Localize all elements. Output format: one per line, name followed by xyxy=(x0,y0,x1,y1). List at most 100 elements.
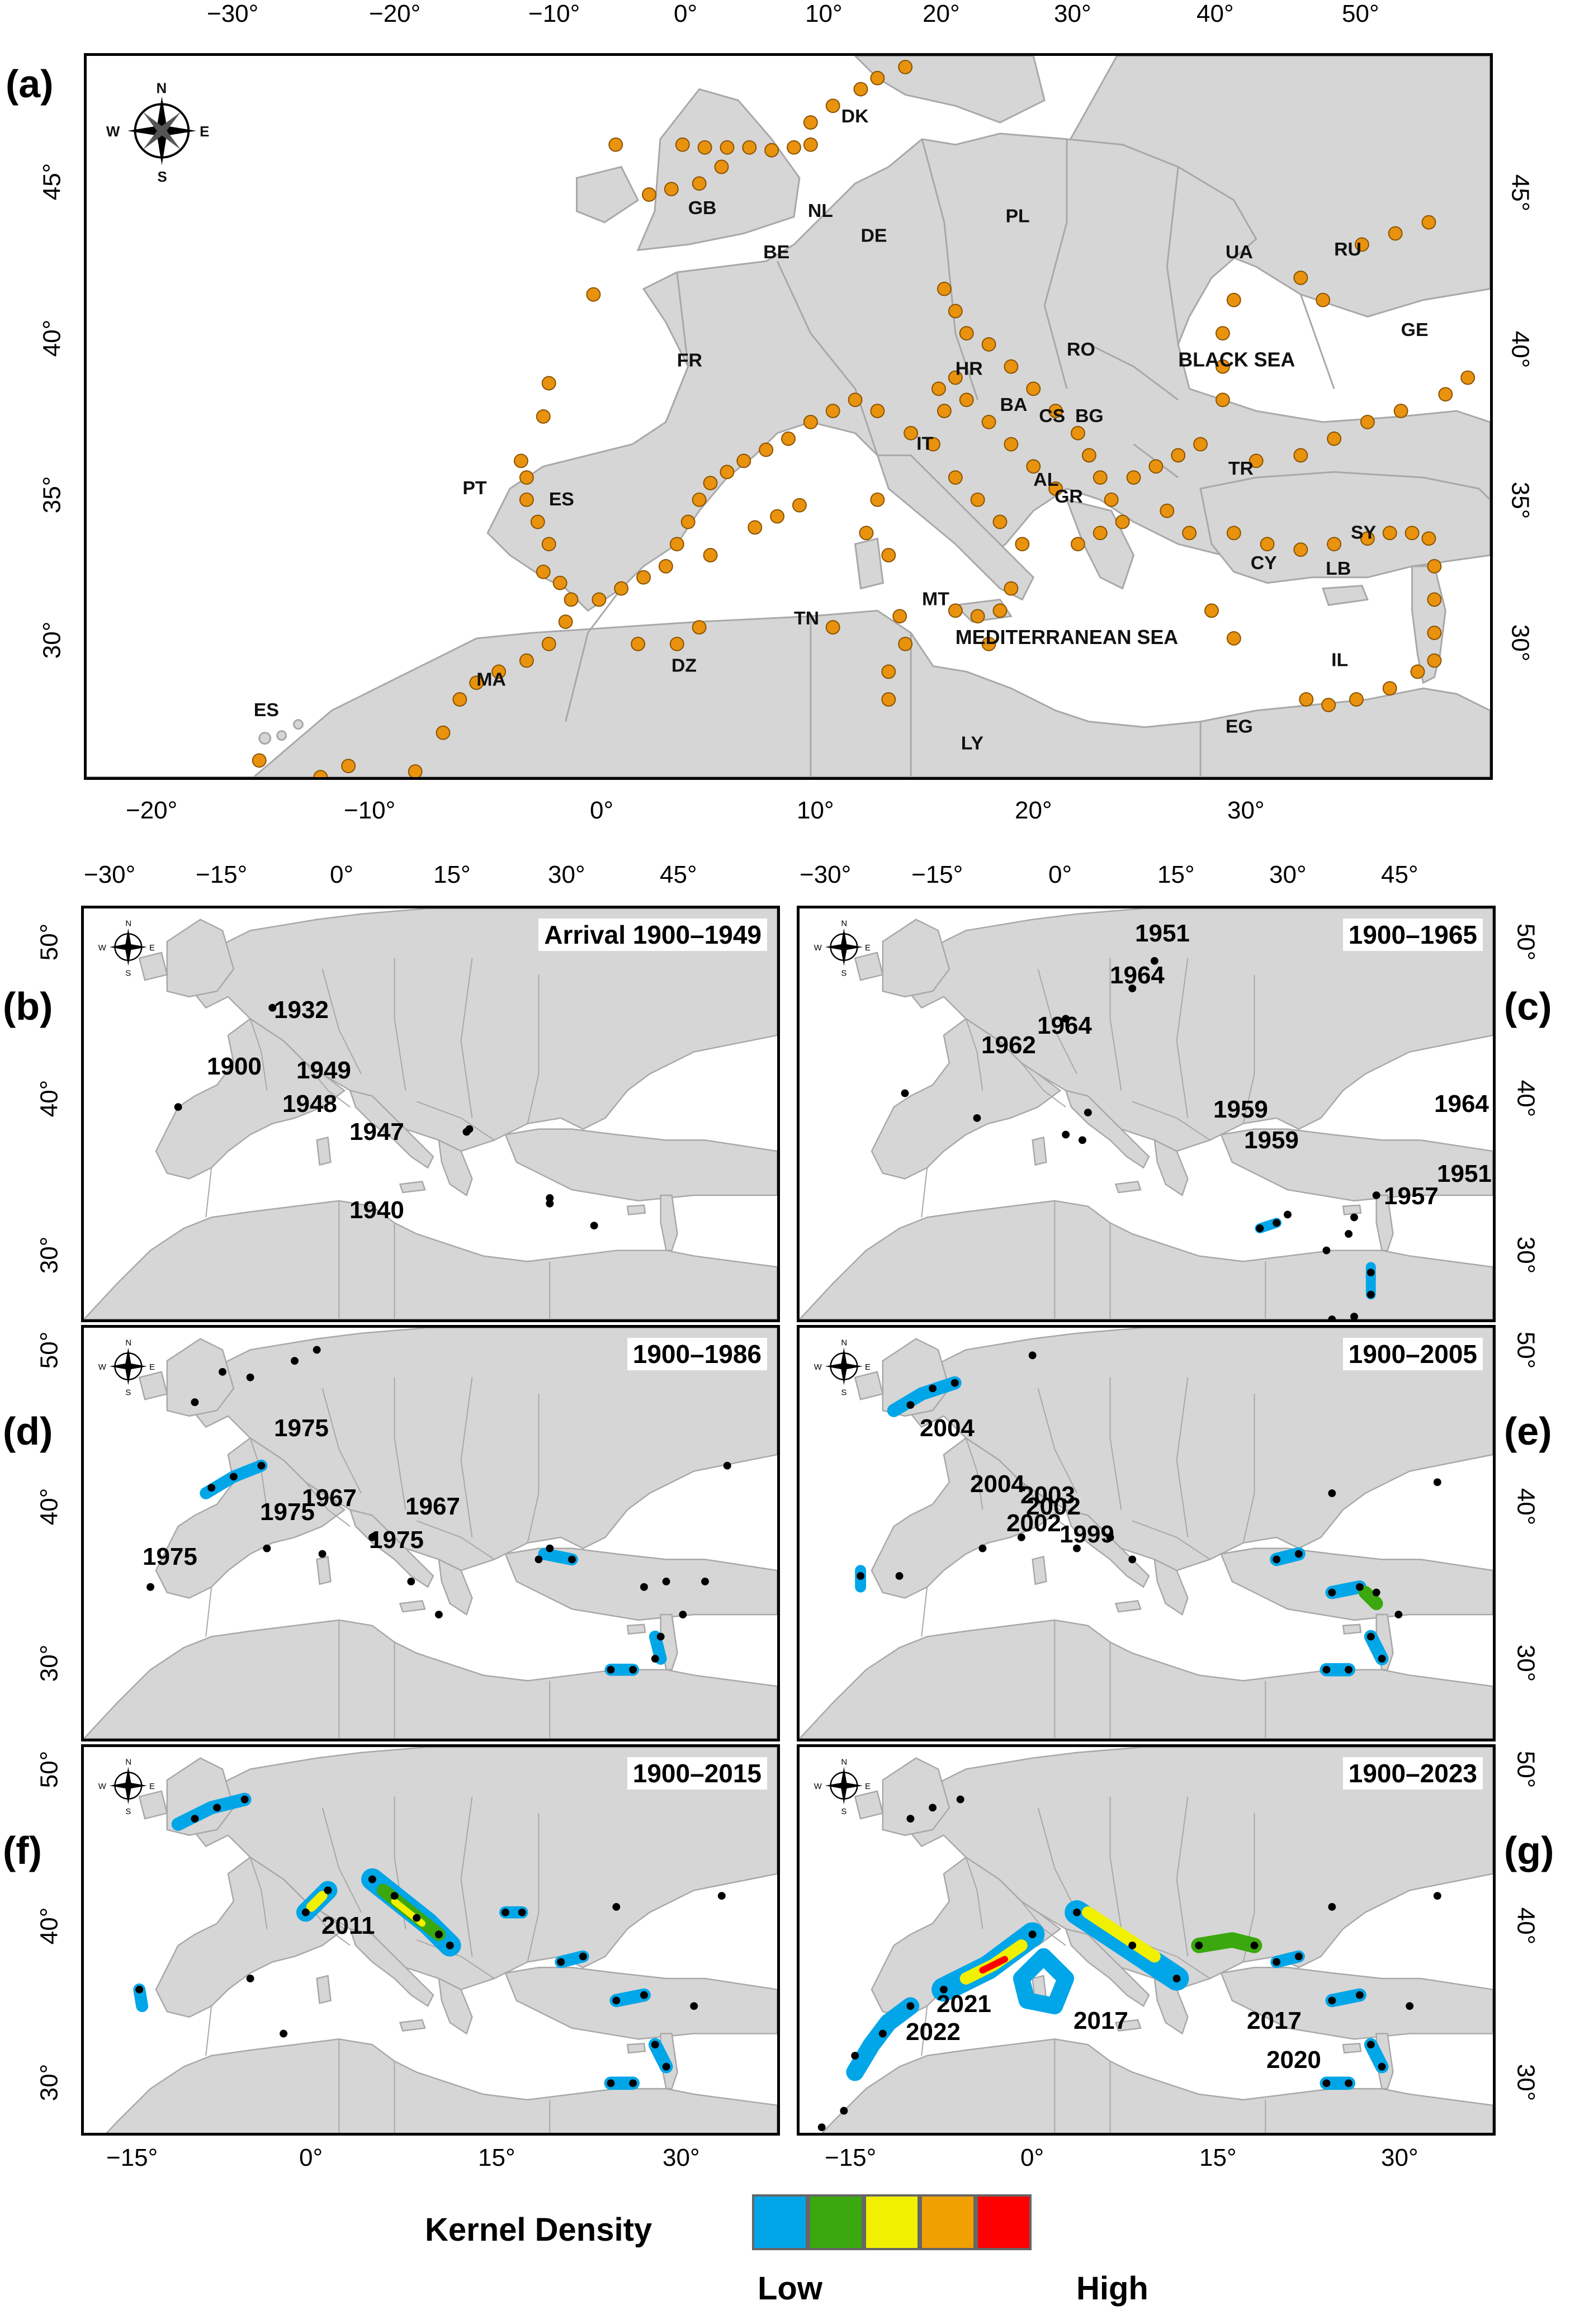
land-shape xyxy=(854,952,884,981)
country-border xyxy=(321,1388,362,1494)
land-shape xyxy=(1220,1967,1493,2040)
land-shape xyxy=(316,1555,332,1585)
record-point xyxy=(1433,1892,1441,1900)
land-shape xyxy=(1153,1558,1189,1616)
legend-swatch-5 xyxy=(976,2194,1032,2250)
axis-tick-right: 50° xyxy=(1512,1331,1540,1369)
record-point xyxy=(1322,1665,1331,1674)
record-point xyxy=(851,2052,859,2060)
compass-letter: E xyxy=(149,1363,155,1372)
kernel-density xyxy=(538,1547,578,1566)
kernel-density xyxy=(648,2038,673,2074)
land-shape xyxy=(882,1757,950,1836)
land-shape xyxy=(399,2019,426,2032)
record-point xyxy=(1355,1583,1364,1591)
axis-tick-bottom: 30° xyxy=(1227,797,1265,824)
record-point xyxy=(929,1804,937,1812)
year-label: 1964 xyxy=(1037,1012,1092,1039)
record-point xyxy=(579,1952,587,1961)
year-label: 2017 xyxy=(1074,2007,1128,2034)
land-shape xyxy=(1342,1624,1362,1635)
axis-tick-bottom: −10° xyxy=(344,797,396,824)
axis-tick-right: 50° xyxy=(1512,923,1540,961)
kernel-density xyxy=(1364,1630,1389,1665)
compass-letter: S xyxy=(125,1807,131,1816)
country-label: BE xyxy=(763,242,789,263)
axis-tick-left: 40° xyxy=(35,1488,63,1526)
land-shape xyxy=(84,1200,777,1319)
record-point xyxy=(1273,1555,1281,1564)
record-point xyxy=(368,1533,376,1541)
land-shape xyxy=(626,2043,646,2054)
record-point xyxy=(213,1804,221,1812)
record-point xyxy=(895,1572,904,1580)
kernel-density xyxy=(649,1630,667,1665)
axis-tick-top: −10° xyxy=(528,0,580,27)
legend-swatch-4 xyxy=(920,2194,976,2250)
axis-tick-bottom: 15° xyxy=(1199,2144,1237,2171)
compass-icon: N S E W xyxy=(98,920,155,978)
axis-tick-left: 50° xyxy=(35,1750,63,1788)
axis-tick-left: 40° xyxy=(38,319,66,357)
record-point xyxy=(268,1004,277,1012)
year-label: 1975 xyxy=(369,1526,424,1554)
land-shape xyxy=(1114,1181,1142,1194)
country-label: TR xyxy=(1228,458,1254,479)
axis-tick-left: 50° xyxy=(35,1331,63,1369)
country-label: GE xyxy=(1401,319,1429,340)
compass-letter: N xyxy=(125,1339,131,1348)
map-svg-b: N S E W xyxy=(84,908,777,1319)
record-point xyxy=(313,1346,321,1354)
sea-label: MEDITERRANEAN SEA xyxy=(956,626,1178,649)
country-border xyxy=(394,1377,406,1510)
record-point xyxy=(817,2123,826,2132)
country-border xyxy=(1132,1101,1210,1141)
record-point xyxy=(651,2041,659,2049)
country-border xyxy=(321,969,362,1075)
country-border xyxy=(1242,974,1255,1124)
axis-tick-right: 40° xyxy=(1512,1488,1540,1526)
year-label: 1900 xyxy=(207,1053,262,1080)
axis-tick-top: 0° xyxy=(1048,861,1072,888)
land-shape xyxy=(504,1128,777,1202)
country-border xyxy=(1037,1388,1077,1494)
compass-letter: E xyxy=(149,1782,155,1791)
year-label: 2017 xyxy=(1247,2007,1302,2034)
year-label: 2020 xyxy=(1266,2046,1321,2074)
record-point xyxy=(324,1886,332,1895)
axis-tick-top: 0° xyxy=(330,861,354,888)
year-label: 2021 xyxy=(937,1990,991,2018)
record-point xyxy=(1366,1632,1375,1641)
record-point xyxy=(407,1577,415,1585)
country-border xyxy=(321,1807,362,1913)
land-shape xyxy=(349,1089,434,1169)
sea-label: BLACK SEA xyxy=(1178,349,1295,371)
country-label: PT xyxy=(462,477,487,499)
map-svg-c: N S E W xyxy=(800,908,1493,1319)
year-label: 1975 xyxy=(274,1414,329,1442)
axis-tick-right: 40° xyxy=(1506,330,1534,368)
country-border xyxy=(1132,1520,1210,1560)
record-point xyxy=(246,1373,254,1381)
country-label: BG xyxy=(1075,405,1104,427)
country-border xyxy=(527,1813,540,1962)
compass-icon: N S E W xyxy=(814,1339,871,1398)
svg-text:N: N xyxy=(157,81,167,97)
land-shape xyxy=(504,1967,777,2040)
land-shape xyxy=(1342,2043,1362,2054)
country-label: RO xyxy=(1067,339,1095,360)
panel-d-title: 1900–1986 xyxy=(627,1338,767,1370)
country-border xyxy=(394,958,406,1091)
land-shape xyxy=(106,2038,777,2133)
axis-tick-top: −15° xyxy=(196,861,248,888)
country-label: CS xyxy=(1039,405,1065,427)
country-border xyxy=(1037,1807,1077,1913)
country-label: MA xyxy=(476,669,506,690)
axis-tick-bottom: 0° xyxy=(299,2144,323,2171)
country-border xyxy=(249,1019,268,1091)
land-shape xyxy=(349,1508,434,1588)
record-point xyxy=(640,1991,648,1999)
record-point xyxy=(1084,1109,1092,1116)
kernel-density xyxy=(1358,1585,1383,1611)
record-point xyxy=(1078,1136,1086,1144)
